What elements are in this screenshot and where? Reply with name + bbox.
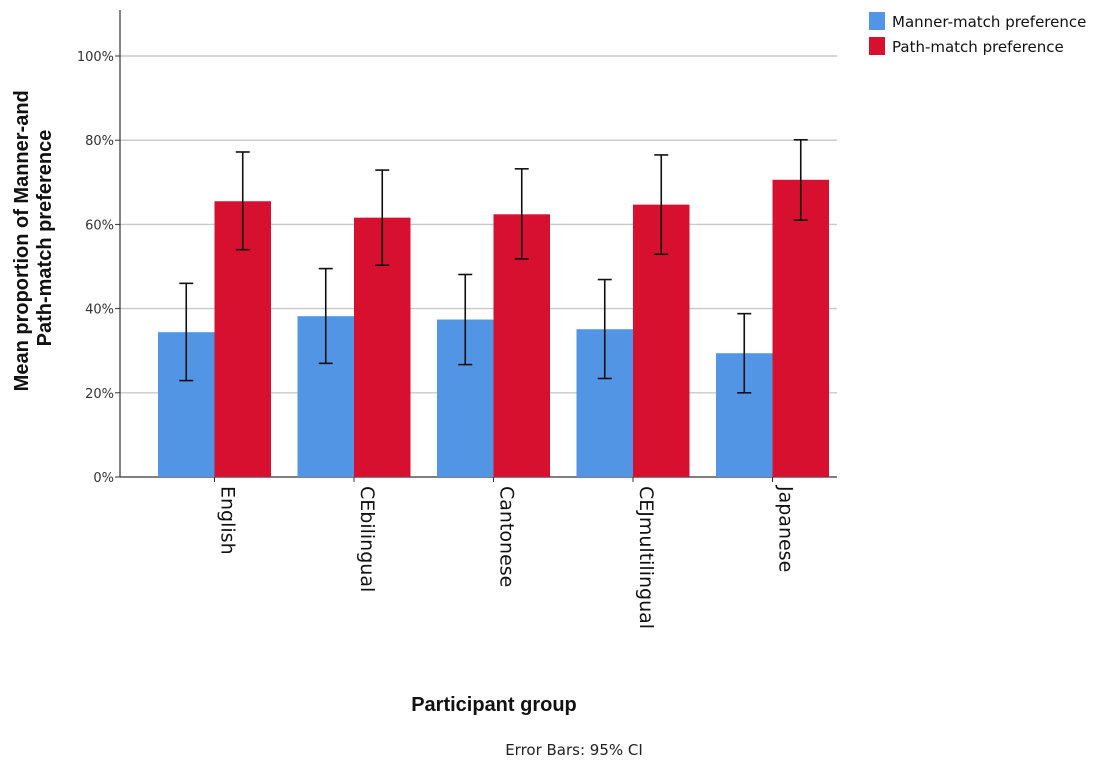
legend-swatch-manner <box>869 12 885 30</box>
category-label-japanese: Japanese <box>775 485 797 572</box>
bars <box>158 179 829 478</box>
error-bars-footnote: Error Bars: 95% CI <box>505 741 643 759</box>
y-axis-title: Mean proportion of Manner-and Path-match… <box>11 85 56 392</box>
y-axis-title-line-2: Path-match preference <box>34 130 56 347</box>
y-tick-labels: 0% 20% 40% 60% 80% 100% <box>77 50 114 486</box>
error-bars <box>179 138 808 394</box>
category-labels: English CEbilingual Cantonese CEJmultilingu… <box>217 485 797 629</box>
category-label-cejmultilingual: CEJmultilingual <box>635 486 657 629</box>
y-tick-label: 20% <box>85 387 114 402</box>
legend: Manner-match preference Path-match prefer… <box>869 12 1086 56</box>
legend-label-manner: Manner-match preference <box>892 13 1086 31</box>
y-tick-label: 60% <box>85 218 114 233</box>
legend-swatch-path <box>869 37 885 55</box>
y-tick-label: 100% <box>77 50 114 65</box>
category-label-cebilingual: CEbilingual <box>356 486 378 592</box>
y-tick-label: 0% <box>93 471 114 486</box>
category-label-english: English <box>217 486 239 555</box>
y-axis-title-line-1: Mean proportion of Manner-and <box>11 90 33 391</box>
category-label-cantonese: Cantonese <box>496 486 518 587</box>
y-tick-label: 80% <box>85 134 114 149</box>
x-axis-title: Participant group <box>411 694 577 716</box>
legend-label-path: Path-match preference <box>892 38 1064 56</box>
bar-path-japanese <box>772 179 829 478</box>
y-tick-label: 40% <box>85 303 114 318</box>
